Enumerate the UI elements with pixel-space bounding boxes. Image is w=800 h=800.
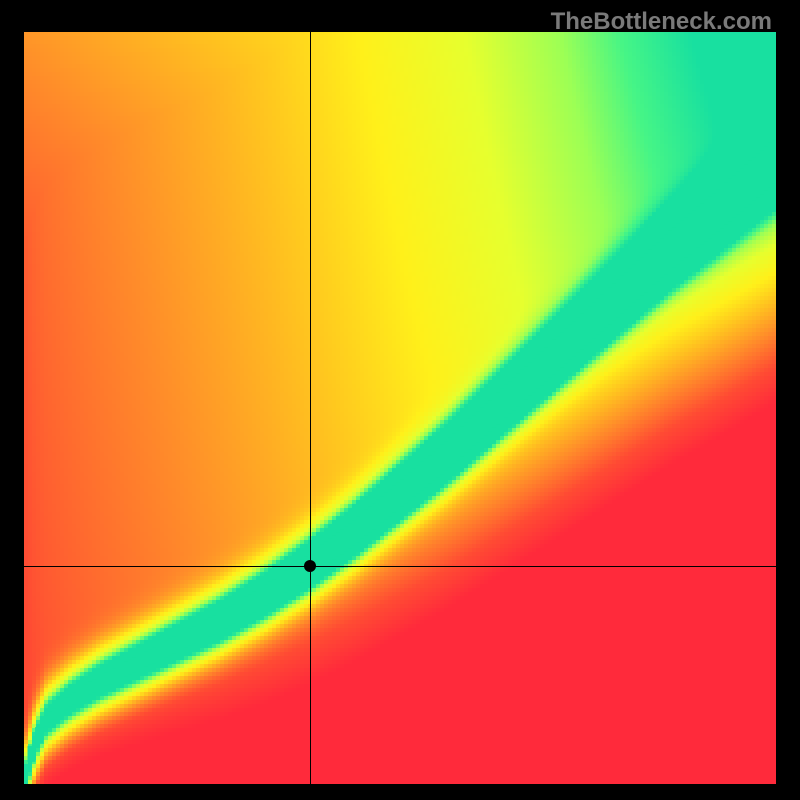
data-point-marker (304, 560, 316, 572)
plot-area (24, 32, 776, 784)
watermark-text: TheBottleneck.com (551, 8, 772, 36)
chart-container: TheBottleneck.com (0, 0, 800, 800)
heatmap-canvas (24, 32, 776, 784)
crosshair-horizontal (24, 566, 776, 567)
crosshair-vertical (310, 32, 311, 784)
